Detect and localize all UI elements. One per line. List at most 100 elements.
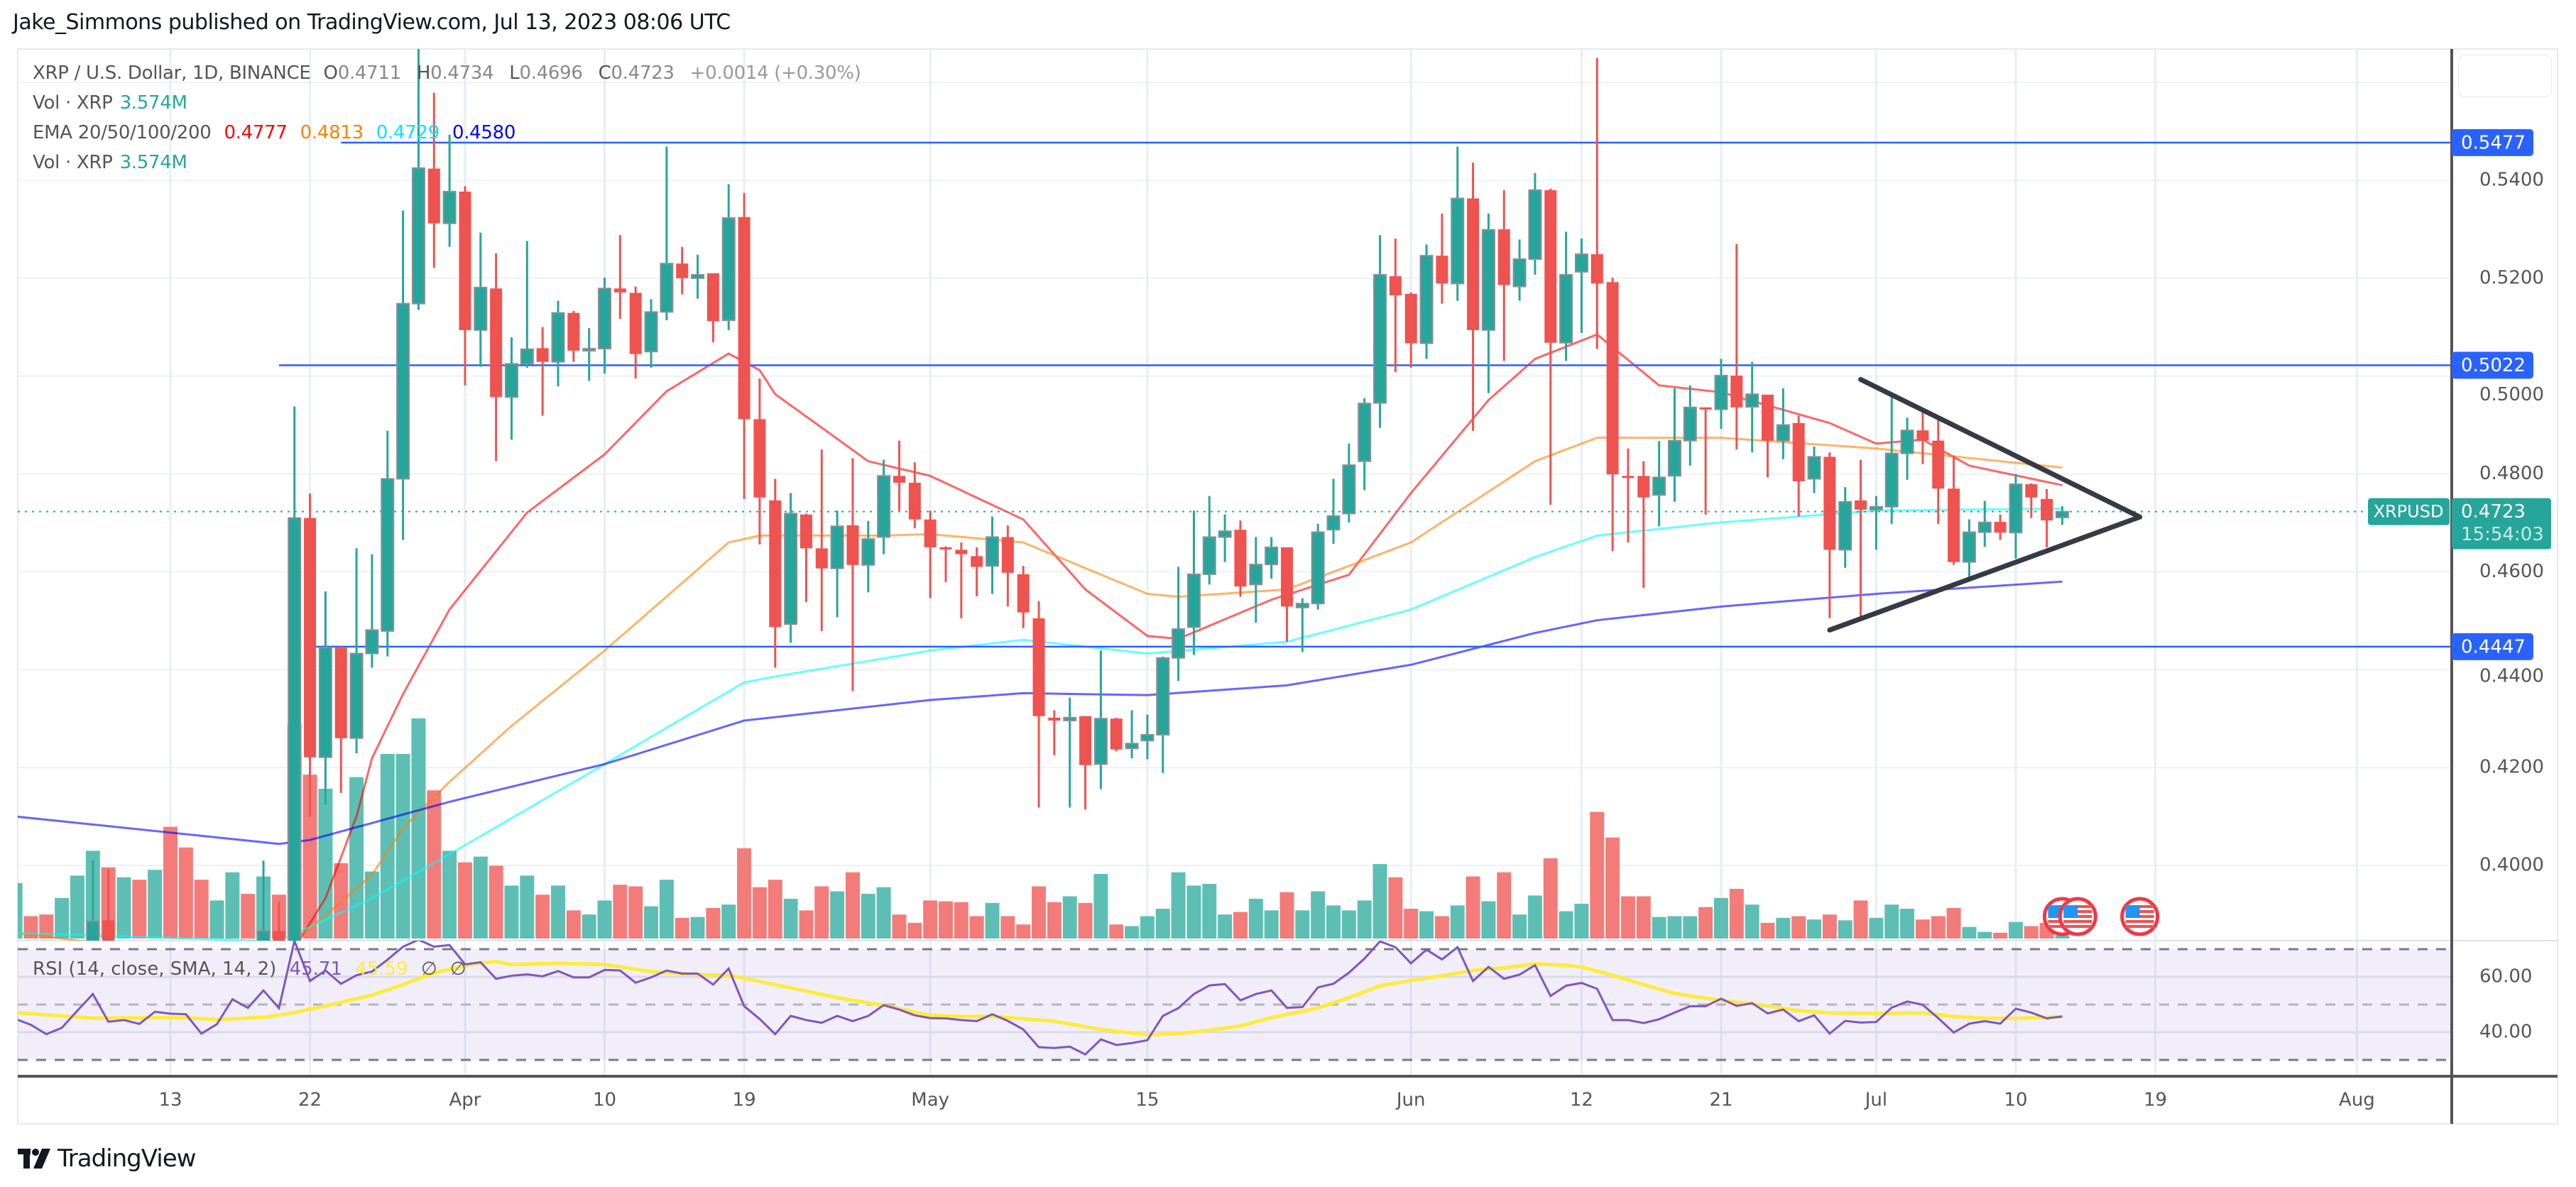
candle <box>1218 514 1232 562</box>
volume-bar <box>225 872 240 939</box>
candle <box>1559 231 1573 361</box>
volume-bar <box>1218 914 1233 939</box>
candle <box>1110 717 1123 752</box>
volume-bar <box>504 885 519 939</box>
candle <box>582 328 596 381</box>
volume-bar <box>1202 884 1217 939</box>
volume-bar <box>1993 932 2008 939</box>
tradingview-logo[interactable]: TradingView <box>18 1144 196 1173</box>
volume-bar <box>364 871 379 939</box>
volume-bar <box>1000 916 1015 939</box>
volume-legend[interactable]: Vol · XRP 3.574M <box>33 92 195 114</box>
candle <box>1156 656 1170 773</box>
candle-body <box>567 312 580 351</box>
volume-bar <box>861 894 875 939</box>
candle <box>1606 278 1619 552</box>
high-key: H <box>416 62 431 84</box>
rsi-sma-value: 45.59 <box>355 958 408 980</box>
price-axis-label: 0.4400 <box>2479 665 2544 687</box>
us-flag-event-icon[interactable] <box>2120 897 2160 936</box>
candle <box>676 246 689 295</box>
volume-legend-2[interactable]: Vol · XRP 3.574M <box>33 152 195 173</box>
rsi-legend[interactable]: RSI (14, close, SMA, 14, 2) 45.71 45.59 … <box>33 958 474 980</box>
candle-body <box>830 525 844 569</box>
candle <box>613 235 626 319</box>
candle-body <box>1559 274 1573 344</box>
rsi-band-background <box>18 949 2452 1060</box>
candle-body <box>861 538 875 566</box>
candle <box>551 300 565 387</box>
volume-bar <box>395 753 410 939</box>
candle <box>1544 188 1557 505</box>
candle <box>939 546 952 582</box>
level-price-label[interactable]: 0.5022 <box>2452 351 2533 379</box>
candle-body <box>1807 456 1821 480</box>
candle-body <box>1528 189 1542 260</box>
candle <box>365 554 379 668</box>
time-axis-label: Aug <box>2339 1090 2375 1111</box>
volume-bar <box>923 900 938 939</box>
high-value: 0.4734 <box>430 62 494 84</box>
volume-bar <box>1032 886 1047 939</box>
time-axis-label: May <box>911 1090 949 1111</box>
volume-bar <box>1683 916 1698 939</box>
ema-legend[interactable]: EMA 20/50/100/200 0.4777 0.4813 0.4729 0… <box>33 122 523 143</box>
candle <box>1590 58 1603 349</box>
volume-bar <box>628 886 643 939</box>
candle-body <box>1962 531 1976 563</box>
candle <box>2025 483 2038 518</box>
candle-body <box>753 419 766 498</box>
economic-events[interactable] <box>2042 897 2160 936</box>
candle <box>861 520 875 593</box>
candle-body <box>2055 510 2069 518</box>
candle <box>1574 239 1588 334</box>
candle <box>288 406 302 941</box>
level-price-label[interactable]: 0.5477 <box>2452 128 2533 156</box>
us-flag-event-icon[interactable] <box>2058 897 2097 936</box>
candle <box>1342 443 1356 523</box>
volume-bar <box>1559 911 1573 939</box>
level-label-bg <box>2452 351 2533 379</box>
horizontal-levels[interactable] <box>18 141 2452 648</box>
candle <box>706 273 719 343</box>
candle <box>924 510 937 598</box>
candle-body <box>474 286 488 331</box>
volume-bar <box>1931 916 1945 939</box>
candle <box>971 547 983 596</box>
candle-body <box>86 920 100 941</box>
rsi-pane[interactable] <box>16 940 2452 1061</box>
triangle-upper-trendline[interactable] <box>1858 377 2143 520</box>
candle <box>427 92 440 268</box>
candle-series <box>86 49 2069 941</box>
triangle-pattern[interactable] <box>1827 377 2143 633</box>
time-axis-label: 12 <box>1570 1090 1593 1111</box>
candle-body <box>629 292 642 354</box>
rsi-axis-label: 60.00 <box>2479 966 2532 988</box>
triangle-lower-trendline[interactable] <box>1827 514 2143 633</box>
time-axis-label: 13 <box>158 1090 182 1111</box>
candle <box>1838 487 1852 568</box>
volume-bar <box>1233 912 1248 939</box>
candle-body <box>551 312 565 363</box>
candle-body <box>102 920 115 941</box>
symbol-name[interactable]: XRP / U.S. Dollar, 1D, BINANCE <box>33 62 311 84</box>
candle-body <box>1202 536 1216 575</box>
candle <box>1714 359 1728 430</box>
candle <box>1265 537 1279 579</box>
candle-body <box>256 930 271 941</box>
candle-body <box>691 274 705 279</box>
candle-body <box>273 931 285 941</box>
symbol-legend[interactable]: XRP / U.S. Dollar, 1D, BINANCE O0.4711 H… <box>33 62 868 84</box>
candle-body <box>304 518 317 757</box>
volume-bar <box>302 775 317 939</box>
candle <box>769 478 782 668</box>
candle <box>1311 523 1325 610</box>
candle <box>1186 510 1201 655</box>
candle-body <box>721 217 736 322</box>
level-price-label[interactable]: 0.4447 <box>2452 633 2533 660</box>
volume-bar <box>1093 874 1108 939</box>
volume-bar <box>876 887 891 939</box>
candle-body <box>893 476 905 483</box>
candle <box>784 493 798 643</box>
